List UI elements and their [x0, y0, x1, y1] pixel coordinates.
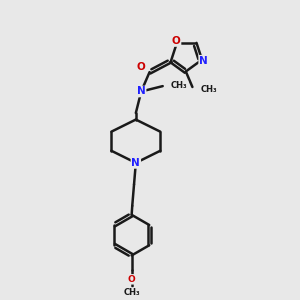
Text: CH₃: CH₃ — [201, 85, 218, 94]
Text: N: N — [199, 56, 208, 66]
Text: O: O — [172, 36, 181, 46]
Text: CH₃: CH₃ — [123, 288, 140, 297]
Text: N: N — [131, 158, 140, 168]
Text: CH₃: CH₃ — [171, 81, 188, 90]
Text: O: O — [127, 275, 135, 284]
Text: N: N — [137, 86, 146, 97]
Text: O: O — [137, 62, 146, 72]
